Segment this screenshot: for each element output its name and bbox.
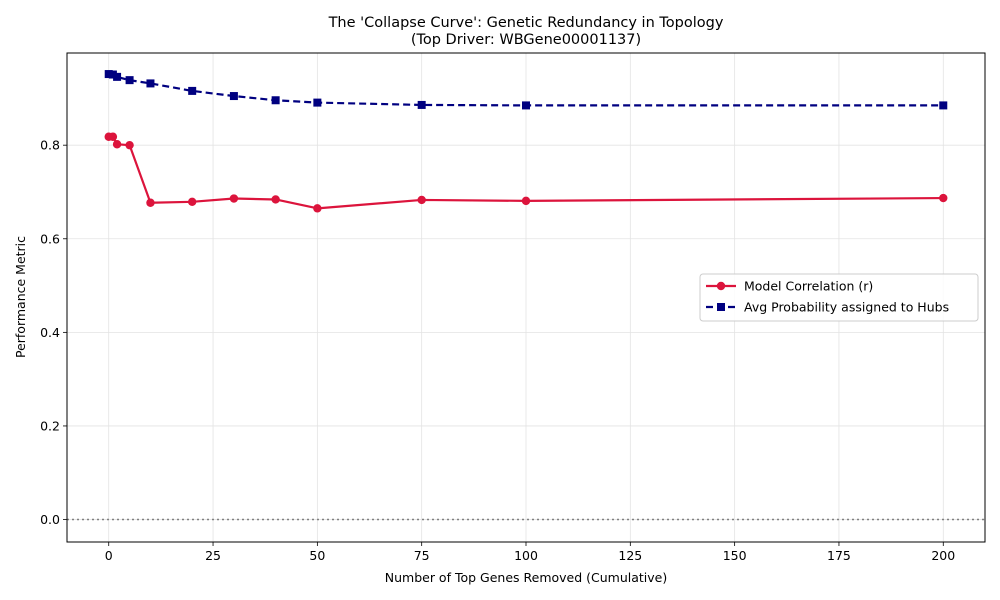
y-tick-label: 0.8	[40, 138, 60, 153]
series-marker-1	[939, 101, 948, 110]
series-marker-0	[417, 195, 426, 205]
x-tick-label: 75	[414, 548, 430, 563]
y-axis-label: Performance Metric	[13, 236, 28, 358]
x-axis-label: Number of Top Genes Removed (Cumulative)	[385, 570, 667, 585]
series-marker-0	[187, 197, 197, 207]
series-marker-0	[313, 204, 322, 213]
y-tick-label: 0.2	[40, 418, 60, 433]
x-tick-label: 0	[105, 548, 113, 563]
legend-box	[699, 273, 979, 322]
series-marker-1	[108, 70, 117, 79]
x-axis-ticks: 0 25 50 75 100 125 150 175 200	[105, 542, 955, 563]
y-tick-label: 0.0	[40, 512, 60, 527]
series-marker-0	[125, 140, 134, 150]
legend-label-0: Model Correlation (r)	[744, 279, 873, 294]
series-marker-1	[125, 76, 134, 85]
x-tick-label: 125	[618, 548, 642, 563]
y-tick-label: 0.4	[40, 325, 60, 340]
series-line-1	[108, 72, 944, 107]
x-tick-label: 175	[827, 548, 851, 563]
chart-title: The 'Collapse Curve': Genetic Redundancy…	[328, 15, 724, 31]
series-marker-1	[522, 101, 530, 110]
x-tick-label: 50	[309, 548, 325, 563]
series-marker-1	[417, 100, 426, 109]
series-marker-1	[113, 72, 122, 81]
x-tick-label: 200	[931, 548, 955, 563]
y-tick-label: 0.6	[40, 231, 60, 246]
series-marker-1	[104, 70, 113, 79]
legend-marker-0	[716, 281, 726, 291]
series-marker-1	[188, 86, 197, 95]
chart-subtitle: (Top Driver: WBGene00001137)	[411, 32, 641, 48]
series-marker-0	[521, 196, 531, 206]
series-marker-0	[271, 195, 280, 204]
x-tick-label: 100	[514, 548, 538, 563]
series-marker-1	[146, 79, 155, 88]
series-marker-0	[939, 193, 948, 203]
y-axis-ticks: 0.0 0.2 0.4 0.6 0.8	[40, 138, 67, 527]
legend-marker-1	[717, 303, 725, 311]
series-marker-0	[112, 140, 122, 149]
x-tick-label: 25	[205, 548, 221, 563]
x-tick-label: 150	[723, 548, 747, 563]
series-marker-1	[271, 96, 280, 105]
series-marker-0	[146, 198, 155, 207]
legend-label-1: Avg Probability assigned to Hubs	[744, 300, 949, 315]
series-marker-0	[108, 132, 118, 141]
series-layer	[104, 70, 948, 213]
series-marker-0	[229, 194, 239, 203]
series-marker-1	[313, 98, 322, 107]
legend: Model Correlation (r) Avg Probability ass…	[699, 273, 979, 322]
series-marker-1	[229, 92, 238, 101]
